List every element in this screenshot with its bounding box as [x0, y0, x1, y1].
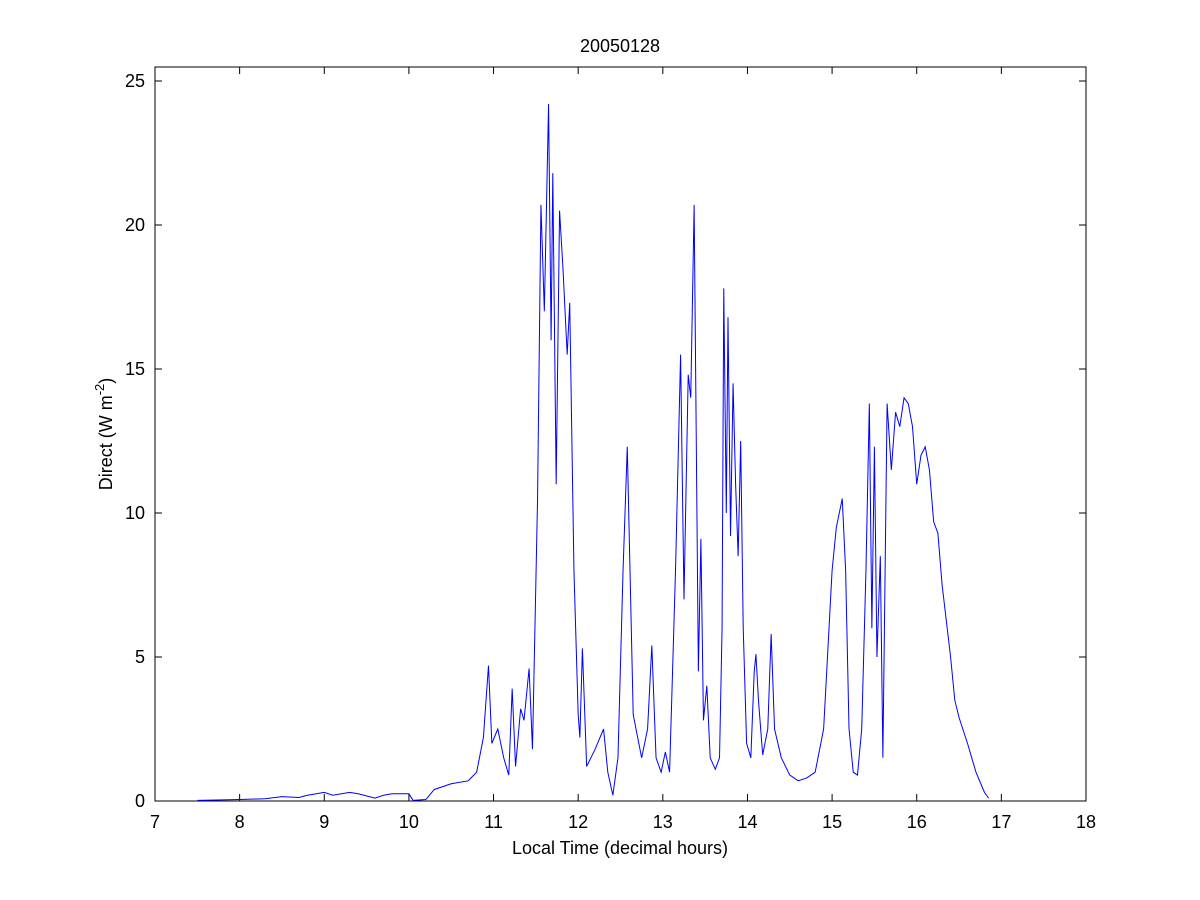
x-axis-label: Local Time (decimal hours)	[512, 838, 728, 858]
y-tick-label: 15	[125, 359, 145, 379]
x-tick-label: 15	[822, 812, 842, 832]
x-tick-label: 7	[150, 812, 160, 832]
data-line	[197, 104, 990, 801]
y-tick-label: 0	[135, 791, 145, 811]
x-tick-label: 17	[991, 812, 1011, 832]
y-axis-label-text: )	[96, 378, 116, 384]
y-tick-label: 20	[125, 215, 145, 235]
y-axis-label-superscript: -2	[92, 384, 107, 396]
x-tick-label: 14	[737, 812, 757, 832]
x-tick-label: 16	[907, 812, 927, 832]
x-tick-label: 8	[235, 812, 245, 832]
y-tick-label: 10	[125, 503, 145, 523]
x-tick-label: 10	[399, 812, 419, 832]
y-tick-label: 25	[125, 71, 145, 91]
x-tick-label: 13	[653, 812, 673, 832]
y-tick-label: 5	[135, 647, 145, 667]
x-tick-label: 18	[1076, 812, 1096, 832]
axes-box	[154, 66, 1087, 802]
x-tick-label: 12	[568, 812, 588, 832]
y-axis-label: Direct (W m-2)	[92, 378, 116, 491]
x-tick-label: 9	[319, 812, 329, 832]
y-axis-label-text: Direct (W m	[96, 395, 116, 490]
chart-title: 20050128	[580, 36, 660, 56]
x-tick-label: 11	[484, 812, 503, 832]
